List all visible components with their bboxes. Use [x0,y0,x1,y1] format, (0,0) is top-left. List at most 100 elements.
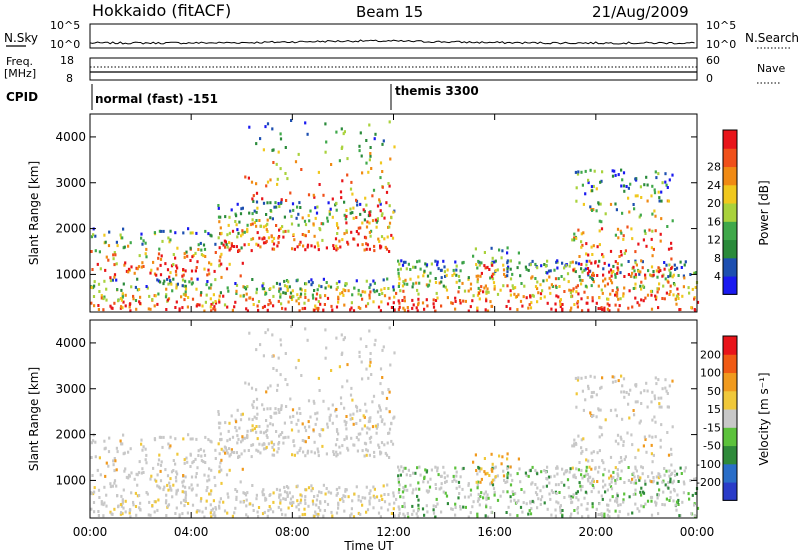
power-cell [469,282,473,286]
velocity-cell [160,460,163,464]
velocity-cell [666,431,669,434]
velocity-cell [156,508,159,512]
power-cell [609,202,613,206]
velocity-cell [297,358,300,362]
velocity-cell [276,383,279,387]
power-cell [165,293,168,297]
power-cell [234,212,237,216]
power-cell [670,257,673,261]
power-cell [297,152,300,156]
velocity-cell [185,456,188,460]
power-cell [366,220,369,224]
velocity-cell [111,512,114,516]
velocity-cell [547,475,551,479]
power-cell [656,275,659,279]
velocity-cell [668,384,671,388]
colorbar-tick-label: -200 [696,476,721,489]
power-cell [317,300,320,304]
power-cell [134,285,137,289]
power-cell [419,267,422,271]
power-cell [606,302,609,306]
velocity-cell [275,368,278,372]
velocity-cell [274,407,277,411]
power-cell [328,209,331,213]
power-cell [415,281,418,285]
power-cell [592,244,595,248]
velocity-cell [204,461,207,464]
power-cell [347,289,350,293]
power-cell [255,224,258,228]
power-cell [230,208,233,212]
power-cell [589,168,592,172]
velocity-cell [339,396,343,400]
power-cell [128,305,131,309]
velocity-cell [563,483,566,487]
velocity-cell [283,490,287,494]
power-cell [329,285,333,289]
power-cell [426,284,430,288]
power-cell [181,278,185,282]
velocity-cell [128,511,131,515]
velocity-cell [174,462,177,466]
power-cell [255,210,258,214]
freq-label: Freq. [6,55,33,68]
velocity-cell [159,486,162,490]
power-cell [289,209,292,213]
power-cell [145,255,148,259]
power-cell [261,197,264,201]
velocity-cell [390,512,393,515]
velocity-cell [416,466,419,470]
velocity-cell [669,477,672,481]
velocity-cell [379,415,382,419]
ytick-label: 2000 [55,222,86,236]
velocity-cell [610,477,614,481]
power-cell [331,308,334,312]
power-cell [390,216,393,220]
power-cell [307,214,310,218]
power-cell [467,277,470,281]
velocity-cell [482,496,485,500]
velocity-cell [326,502,330,506]
power-cell [335,222,339,226]
velocity-cell [659,445,662,449]
power-cell [238,249,241,253]
velocity-cell [434,505,438,508]
velocity-cell [378,445,381,449]
power-cell [591,299,594,303]
velocity-cell [467,483,470,487]
power-cell [592,208,595,211]
velocity-cell [244,381,247,385]
velocity-cell [454,502,457,506]
velocity-cell [513,498,516,502]
power-cell [517,293,520,297]
power-cell [304,121,307,125]
power-cell [191,231,194,235]
velocity-cell [319,434,322,438]
power-cell [610,281,614,285]
power-cell [646,293,650,297]
power-cell [555,294,558,298]
power-cell [168,275,171,279]
power-cell [607,297,610,301]
velocity-cell [405,473,408,477]
velocity-cell [546,477,549,481]
power-cell [342,132,345,136]
velocity-cell [251,484,254,487]
velocity-cell [316,411,319,415]
power-cell [502,284,505,288]
power-cell [432,302,435,306]
velocity-cell [549,497,552,501]
power-cell [140,236,143,240]
velocity-cell [585,448,588,452]
power-cell [491,263,494,267]
velocity-cell [580,446,583,450]
power-cell [332,247,336,250]
velocity-cell [129,447,132,451]
velocity-cell [187,502,190,505]
power-cell [335,202,338,205]
power-cell [359,131,362,135]
power-cell [287,280,290,284]
velocity-cell [536,472,539,476]
power-cell [280,198,283,202]
power-cell [258,219,261,222]
